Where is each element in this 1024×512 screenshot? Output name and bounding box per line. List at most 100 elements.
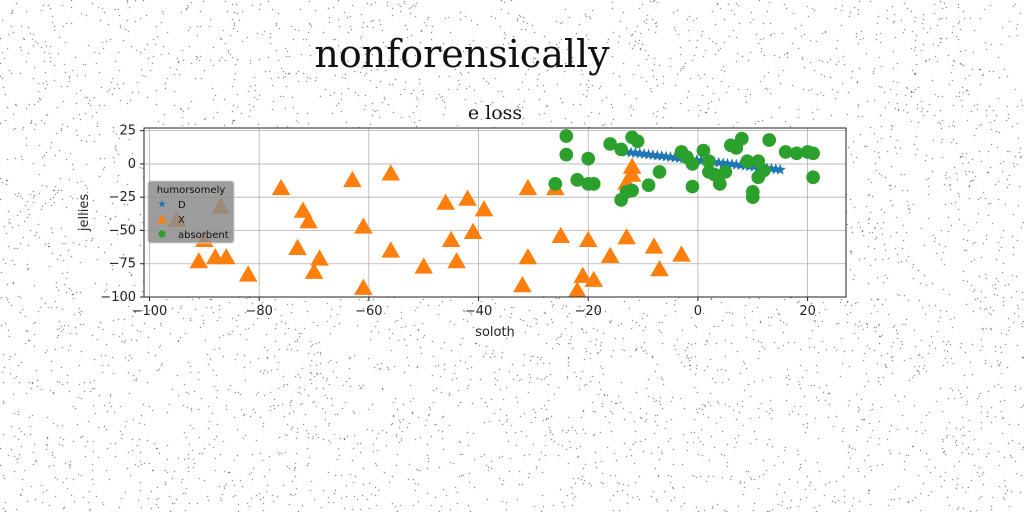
x-tick-label: 0 — [694, 304, 702, 319]
point-circle — [740, 154, 755, 169]
point-circle — [685, 179, 700, 194]
point-triangle — [238, 265, 258, 282]
legend-marker-triangle — [156, 214, 168, 224]
legend-title: humorsomely — [157, 185, 226, 196]
point-triangle — [463, 222, 483, 239]
point-triangle — [650, 260, 669, 277]
point-triangle — [343, 170, 362, 188]
plot-frame — [143, 127, 847, 298]
y-tick: −100 — [100, 290, 144, 305]
series-circle — [548, 129, 820, 207]
point-triangle — [513, 276, 532, 293]
point-circle — [789, 146, 804, 161]
x-tick-label: −60 — [355, 304, 382, 319]
point-triangle — [381, 164, 401, 181]
x-tick: −40 — [465, 297, 492, 319]
series-triangle — [167, 157, 691, 298]
legend-marker-star — [158, 199, 166, 208]
point-triangle — [354, 278, 373, 295]
point-triangle — [304, 262, 324, 279]
point-circle — [696, 143, 711, 158]
point-triangle — [567, 281, 587, 298]
x-axis-label: soloth — [475, 325, 515, 340]
point-triangle — [441, 230, 461, 247]
point-triangle — [672, 245, 691, 262]
y-axis-ticks: 25 0 −25 −50 −75 −100 — [100, 124, 144, 305]
y-tick-label: −75 — [109, 257, 136, 272]
y-tick-label: 25 — [119, 124, 136, 139]
point-triangle — [271, 178, 291, 196]
x-axis-ticks: −100 −80 −60 −40 −20 0 20 — [132, 297, 816, 319]
point-triangle — [216, 248, 236, 265]
x-tick-label: −40 — [465, 304, 492, 319]
x-tick-label: −100 — [132, 304, 168, 319]
point-circle — [745, 190, 760, 205]
point-circle — [581, 177, 596, 191]
point-triangle — [600, 246, 620, 263]
legend-entry-label: D — [178, 200, 186, 211]
x-tick: 20 — [799, 297, 816, 319]
point-triangle — [474, 200, 494, 217]
point-circle — [685, 157, 700, 171]
y-tick: 25 — [119, 124, 144, 139]
legend-entry-label: absorbent — [178, 230, 229, 241]
y-tick-label: −100 — [100, 290, 136, 305]
y-tick: −75 — [109, 257, 144, 272]
chart-title: e loss — [468, 102, 522, 124]
point-circle — [806, 170, 820, 185]
legend-box — [147, 180, 235, 244]
point-triangle — [458, 189, 477, 206]
point-triangle — [551, 226, 571, 243]
point-triangle — [584, 270, 604, 287]
point-triangle — [518, 178, 538, 196]
point-circle — [630, 134, 645, 149]
point-circle — [641, 178, 656, 193]
point-circle — [570, 173, 585, 187]
point-circle — [718, 165, 733, 179]
point-triangle — [299, 212, 318, 229]
point-triangle — [573, 266, 593, 283]
x-tick-label: −80 — [245, 304, 272, 319]
point-circle — [734, 131, 749, 146]
y-axis-label: jellies — [77, 194, 92, 232]
data-marks — [167, 129, 820, 298]
legend-entry-label: X — [178, 215, 185, 226]
y-tick-label: −50 — [109, 223, 136, 238]
x-tick: −60 — [355, 297, 383, 319]
point-circle — [778, 145, 793, 159]
x-tick: −100 — [132, 297, 168, 319]
point-triangle — [310, 249, 329, 266]
point-circle — [581, 151, 596, 166]
y-tick: −50 — [109, 223, 144, 238]
x-tick: −20 — [575, 297, 602, 319]
point-circle — [713, 177, 727, 191]
point-circle — [806, 146, 820, 161]
point-circle — [762, 133, 777, 147]
point-triangle — [436, 193, 455, 210]
y-tick: 0 — [128, 157, 144, 172]
point-triangle — [447, 252, 466, 269]
point-triangle — [518, 248, 538, 265]
point-triangle — [617, 228, 636, 245]
point-circle — [652, 165, 667, 179]
x-tick: −80 — [245, 297, 273, 319]
point-circle — [756, 163, 771, 178]
point-circle — [702, 154, 716, 169]
point-circle — [625, 183, 639, 198]
x-tick-label: −20 — [575, 304, 602, 319]
point-triangle — [381, 241, 401, 258]
point-circle — [603, 137, 618, 151]
point-triangle — [189, 252, 209, 269]
plot-area — [144, 128, 846, 297]
x-tick-label: 20 — [799, 304, 816, 319]
point-circle — [559, 147, 574, 162]
figure-suptitle: nonforensically — [314, 32, 610, 76]
point-triangle — [288, 238, 307, 255]
point-triangle — [578, 230, 598, 247]
y-tick-label: 0 — [128, 157, 136, 172]
y-tick-label: −25 — [109, 190, 136, 205]
point-triangle — [644, 237, 664, 254]
point-triangle — [354, 217, 373, 234]
